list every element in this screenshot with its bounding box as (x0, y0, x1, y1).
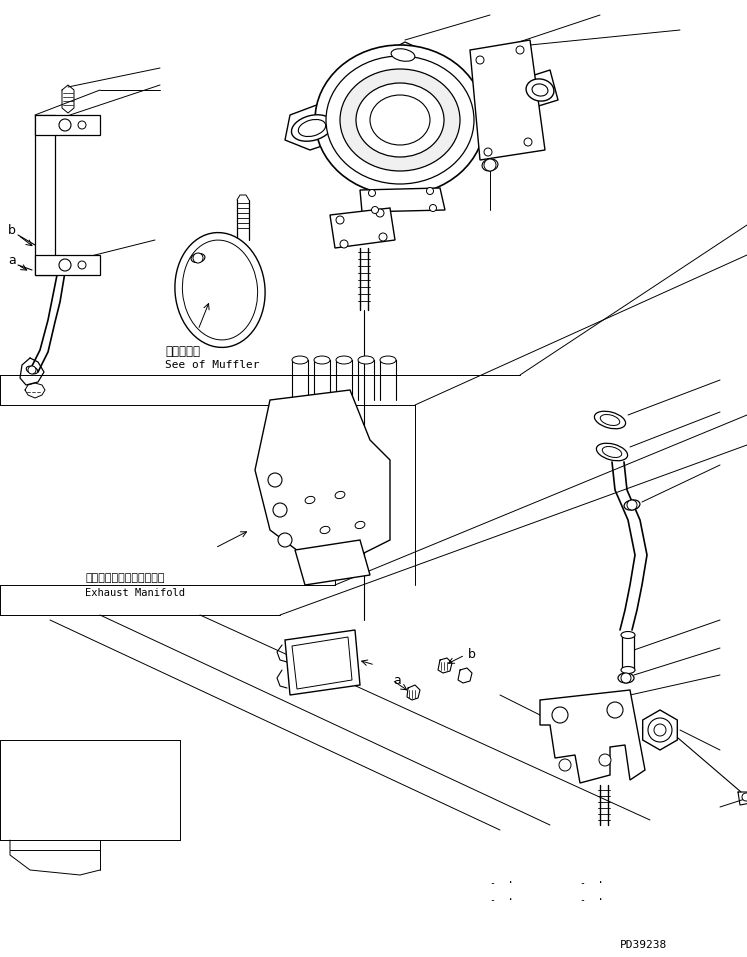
Polygon shape (622, 635, 634, 670)
Circle shape (607, 702, 623, 718)
Polygon shape (35, 115, 100, 135)
Circle shape (273, 503, 287, 517)
Ellipse shape (621, 666, 635, 674)
Circle shape (559, 759, 571, 771)
Circle shape (654, 724, 666, 736)
Polygon shape (292, 637, 352, 689)
Circle shape (59, 259, 71, 271)
Text: Exhaust Manifold: Exhaust Manifold (85, 588, 185, 598)
Circle shape (627, 500, 637, 510)
Circle shape (336, 216, 344, 224)
Circle shape (599, 754, 611, 766)
Ellipse shape (335, 491, 345, 499)
Circle shape (742, 793, 747, 801)
Polygon shape (360, 188, 445, 212)
Ellipse shape (380, 356, 396, 364)
Ellipse shape (191, 254, 205, 262)
Text: a: a (393, 674, 400, 686)
Ellipse shape (482, 159, 498, 171)
Ellipse shape (292, 356, 308, 364)
Circle shape (340, 240, 348, 248)
Ellipse shape (314, 356, 330, 364)
Ellipse shape (391, 49, 415, 61)
Circle shape (78, 261, 86, 269)
Ellipse shape (26, 367, 38, 374)
Polygon shape (35, 255, 100, 275)
Text: PD39238: PD39238 (620, 940, 667, 950)
Ellipse shape (326, 56, 474, 184)
Circle shape (78, 121, 86, 129)
Polygon shape (470, 40, 545, 160)
Ellipse shape (305, 497, 315, 503)
Circle shape (376, 209, 384, 217)
Text: -  ·: - · (490, 878, 513, 888)
Ellipse shape (526, 78, 554, 101)
Ellipse shape (618, 673, 634, 683)
Ellipse shape (182, 240, 258, 340)
Ellipse shape (621, 632, 635, 638)
Circle shape (278, 533, 292, 547)
Circle shape (371, 207, 379, 213)
Circle shape (268, 473, 282, 487)
Ellipse shape (595, 412, 625, 429)
Circle shape (193, 253, 203, 263)
Text: マフラ参照: マフラ参照 (165, 345, 200, 358)
Ellipse shape (291, 115, 332, 142)
Ellipse shape (596, 443, 627, 460)
Circle shape (28, 366, 36, 374)
Polygon shape (330, 208, 395, 248)
Text: -  ·: - · (580, 878, 604, 888)
Circle shape (59, 119, 71, 131)
Polygon shape (540, 690, 645, 783)
Ellipse shape (336, 356, 352, 364)
Circle shape (484, 148, 492, 156)
Ellipse shape (532, 84, 548, 96)
Text: エキゾーストマニホールド: エキゾーストマニホールド (85, 573, 164, 583)
Text: See of Muffler: See of Muffler (165, 360, 259, 370)
Ellipse shape (358, 356, 374, 364)
Ellipse shape (298, 120, 326, 137)
Ellipse shape (624, 500, 640, 510)
Text: -  ·: - · (580, 895, 604, 905)
Ellipse shape (370, 95, 430, 145)
Polygon shape (35, 115, 55, 275)
Polygon shape (295, 540, 370, 585)
Text: b: b (468, 649, 476, 661)
Circle shape (368, 189, 376, 196)
Ellipse shape (315, 45, 485, 195)
Polygon shape (255, 390, 390, 560)
Ellipse shape (356, 83, 444, 157)
Text: b: b (8, 224, 16, 236)
Polygon shape (285, 630, 360, 695)
Circle shape (476, 56, 484, 64)
Ellipse shape (175, 233, 265, 347)
Ellipse shape (601, 414, 620, 426)
Circle shape (430, 205, 436, 211)
Polygon shape (642, 710, 678, 750)
Circle shape (516, 46, 524, 54)
Text: a: a (8, 254, 16, 266)
Circle shape (524, 138, 532, 146)
Circle shape (648, 718, 672, 742)
Ellipse shape (320, 526, 330, 534)
Circle shape (427, 188, 433, 194)
Circle shape (621, 673, 631, 683)
Ellipse shape (355, 522, 365, 528)
Text: -  ·: - · (490, 895, 513, 905)
Circle shape (379, 233, 387, 241)
Circle shape (484, 159, 496, 171)
Circle shape (552, 707, 568, 723)
Ellipse shape (602, 447, 622, 457)
Ellipse shape (340, 69, 460, 171)
